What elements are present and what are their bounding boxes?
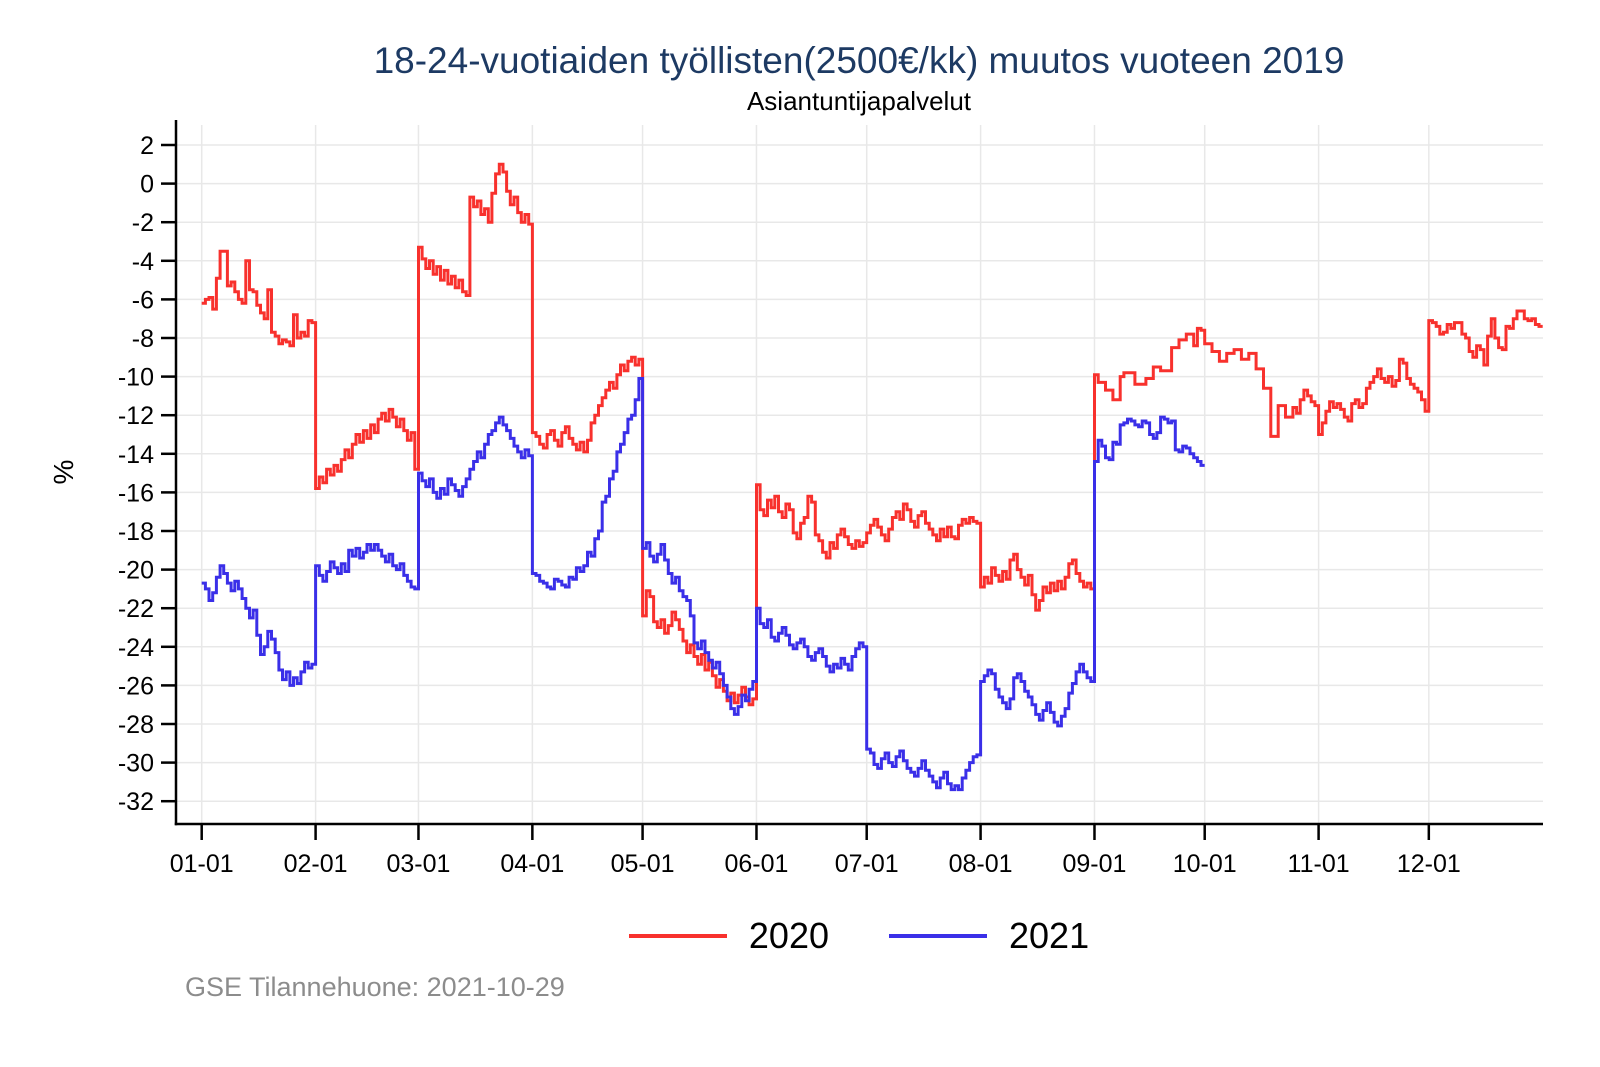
x-tick-label: 06-01	[724, 850, 788, 878]
legend: 2020 2021	[176, 915, 1542, 957]
x-tick-label: 11-01	[1288, 850, 1350, 878]
y-tick-label: -22	[118, 595, 154, 623]
y-tick-label: -4	[132, 248, 154, 276]
x-tick-label: 07-01	[835, 850, 899, 878]
legend-label-2020: 2020	[748, 915, 829, 956]
chart-title-wrap: 18-24-vuotiaiden työllisten(2500€/kk) mu…	[176, 40, 1542, 82]
series-line-2021	[201, 377, 1205, 792]
y-tick-label: -26	[118, 672, 154, 700]
x-tick-label: 12-01	[1397, 850, 1461, 878]
x-tick-label: 02-01	[284, 850, 348, 878]
legend-item-2020: 2020	[628, 915, 829, 957]
y-tick-label: -2	[132, 209, 154, 237]
x-tick-label: 08-01	[949, 850, 1013, 878]
y-tick-label: -8	[132, 325, 154, 353]
legend-label-2021: 2021	[1009, 915, 1090, 956]
chart-subtitle: Asiantuntijapalvelut	[746, 86, 972, 116]
x-tick-label: 03-01	[386, 850, 450, 878]
y-tick-label: -24	[118, 634, 154, 662]
legend-line-2020	[628, 934, 727, 938]
x-tick-label: 10-01	[1173, 850, 1237, 878]
chart-title: 18-24-vuotiaiden työllisten(2500€/kk) mu…	[373, 40, 1345, 81]
y-tick-label: -20	[118, 557, 154, 585]
y-tick-label: -6	[132, 286, 154, 314]
source-note: GSE Tilannehuone: 2021-10-29	[185, 972, 565, 1002]
y-tick-label: -16	[118, 479, 154, 507]
y-tick-label: -14	[118, 441, 154, 469]
y-tick-label: 2	[140, 132, 154, 160]
x-tick-label: 01-01	[170, 850, 234, 878]
y-tick-label: -32	[118, 788, 154, 816]
x-tick-label: 09-01	[1063, 850, 1127, 878]
legend-line-2021	[889, 934, 987, 938]
y-tick-label: -28	[118, 711, 154, 739]
chart-subtitle-wrap: Asiantuntijapalvelut	[176, 86, 1542, 117]
y-tick-label: -30	[118, 750, 154, 778]
legend-item-2021: 2021	[889, 915, 1089, 957]
series-line-2020	[201, 162, 1543, 707]
y-tick-label: 0	[140, 171, 154, 199]
y-tick-label: -18	[118, 518, 154, 546]
x-tick-label: 05-01	[611, 850, 675, 878]
y-tick-label: -10	[118, 364, 154, 392]
x-tick-label: 04-01	[500, 850, 564, 878]
y-tick-label: -12	[118, 402, 154, 430]
